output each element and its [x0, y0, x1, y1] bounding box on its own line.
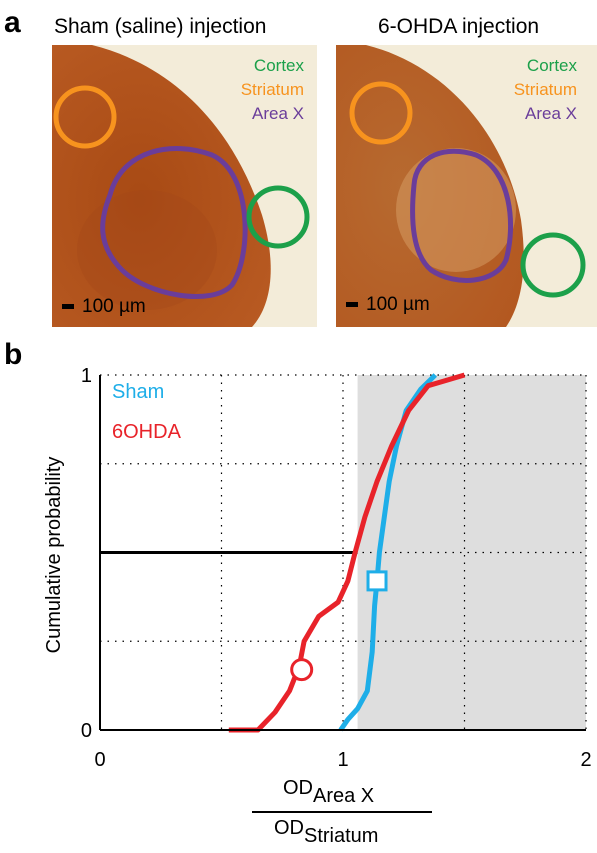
tick-labels: 0 1 2 0 1 — [81, 365, 592, 771]
x-label-numerator: ODArea X — [283, 777, 375, 807]
grid — [100, 374, 587, 730]
shaded-region — [357, 375, 586, 730]
panel-a-letter: a — [4, 6, 21, 39]
x-tick-label-2: 2 — [580, 749, 591, 771]
sham-scale-label: 100 µm — [62, 297, 146, 316]
sham-cortex-label: Cortex — [253, 56, 304, 75]
sham-panel-title: Sham (saline) injection — [54, 15, 267, 38]
sham-areax-label: Area X — [252, 104, 304, 123]
x-tick-label-1: 1 — [337, 749, 348, 771]
ohda-panel-title: 6-OHDA injection — [378, 15, 540, 38]
x-tick-label-0: 0 — [94, 749, 105, 771]
cumulative-probability-chart: 0 1 2 0 1 Sham 6OHDA Cumulative probability — [43, 365, 592, 813]
legend-sham: Sham — [112, 381, 164, 403]
x-label-denominator: ODStriatum — [274, 817, 379, 847]
sham-median-marker — [366, 570, 388, 592]
sham-areax-roi — [100, 146, 248, 299]
sham-scale-bar — [62, 304, 74, 310]
ohda-cortex-label: Cortex — [526, 56, 577, 75]
ohda-striatum-roi — [349, 81, 413, 145]
sham-cortex-roi — [246, 185, 310, 249]
ohda-micrograph: Cortex Striatum Area X 100 µm — [336, 45, 597, 327]
ohda-scale-label: 100 µm — [346, 295, 430, 314]
y-tick-label-1: 1 — [81, 365, 92, 387]
6ohda-median-marker — [290, 658, 314, 682]
y-axis-label: Cumulative probability — [43, 457, 65, 654]
ohda-areax-label: Area X — [525, 104, 577, 123]
6ohda-series-line — [228, 372, 466, 733]
sham-micrograph: Cortex Striatum Area X 100 µm — [52, 45, 317, 327]
sham-striatum-roi — [53, 85, 117, 149]
ohda-cortex-roi — [520, 232, 586, 298]
sham-striatum-label: Striatum — [240, 80, 304, 99]
legend-6ohda: 6OHDA — [112, 421, 182, 443]
ohda-areax-roi — [410, 148, 513, 283]
y-tick-label-0: 0 — [81, 720, 92, 742]
panel-b-letter: b — [4, 338, 23, 371]
ohda-striatum-label: Striatum — [513, 80, 577, 99]
ohda-scale-bar — [346, 302, 358, 308]
